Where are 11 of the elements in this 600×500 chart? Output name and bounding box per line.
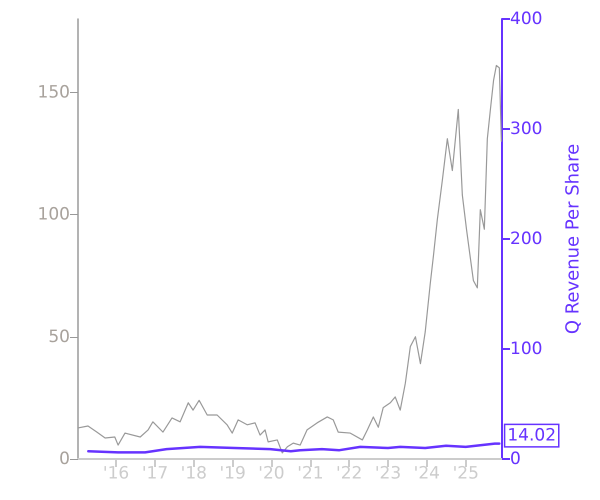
y-tick-label: 100 (38, 204, 70, 225)
y-tick-label: 50 (48, 326, 70, 347)
y-tick-label: 0 (59, 449, 70, 469)
y2-axis-title: Q Revenue Per Share (562, 144, 584, 334)
y2-tick-label: 300 (510, 119, 542, 139)
y2-tick-label: 200 (510, 229, 542, 249)
y2-tick-label: 0 (510, 449, 521, 469)
y2-tick-label: 100 (510, 339, 542, 359)
data-label: 14.02 (507, 426, 556, 446)
y2-tick-label: 400 (510, 9, 542, 29)
y-tick-label: 150 (38, 82, 70, 102)
